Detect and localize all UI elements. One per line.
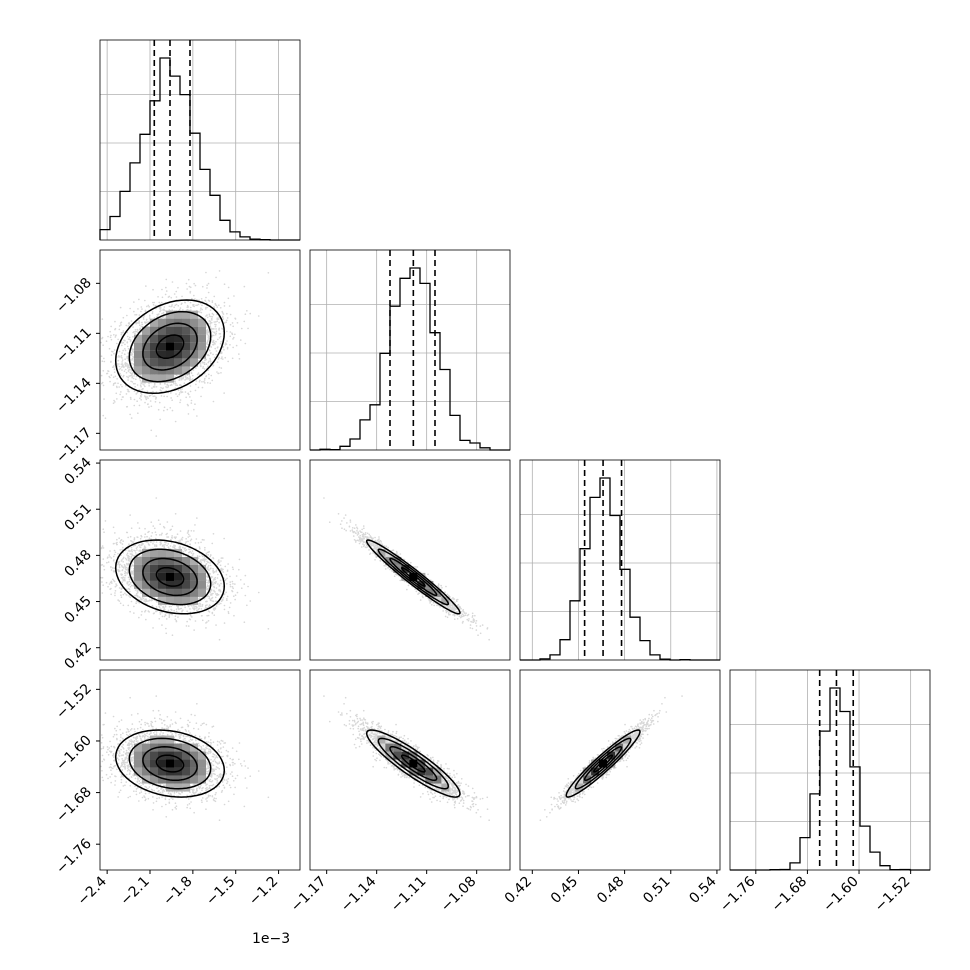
frame-diag-0 [99,39,301,241]
y-tick-label-1-3: −1.08 [53,275,95,317]
y-tick-label-2-0: 0.42 [61,639,94,672]
x-tick-label-1-0: −1.17 [288,874,330,916]
contours-1-0 [114,299,226,395]
x-tick-label-3-3: −1.52 [872,874,914,916]
contours-3-1 [365,729,461,798]
histogram-0 [99,57,300,241]
x-tick-label-0-4: −1.2 [246,874,281,909]
density-2-1 [377,548,450,605]
frame-1-0 [99,249,301,451]
quantiles-3 [818,670,855,870]
frame-3-0 [99,669,301,871]
contour-layer [114,299,641,798]
x-tick-label-0-0: −2.4 [75,873,110,908]
x-tick-label-0-1: −2.1 [117,874,152,909]
x-tick-label-2-3: 0.51 [640,874,673,907]
panel-frames-layer [99,39,931,871]
x-tick-label-3-0: −1.76 [717,873,759,915]
x-tick-label-0-2: −1.8 [160,874,195,909]
y-tick-label-3-1: −1.68 [53,784,95,826]
quantile-lines-layer [153,40,855,870]
histogram-1 [310,267,510,451]
axis-offset-label: 1e−3 [252,931,290,947]
contours-3-2 [565,729,641,798]
density-3-2 [575,735,632,792]
histogram-3 [730,687,930,871]
frame-3-2 [519,669,721,871]
frame-3-1 [309,669,511,871]
density-1-0 [134,310,206,383]
grid-layer [100,40,930,870]
histogram-2 [520,477,720,661]
contours-2-1 [365,539,461,615]
x-tick-label-2-0: 0.42 [502,874,535,907]
x-tick-label-0-3: −1.5 [203,874,238,909]
frame-2-0 [99,459,301,661]
y-tick-label-1-2: −1.11 [53,325,95,367]
frame-2-1 [309,459,511,661]
y-tick-label-2-3: 0.51 [61,501,94,534]
y-tick-label-1-1: −1.14 [53,375,95,417]
ticks-layer [96,282,912,874]
x-tick-label-1-2: −1.11 [388,874,430,916]
quantiles-2 [583,460,623,660]
frame-diag-3 [729,669,931,871]
density-3-0 [134,735,206,792]
x-tick-label-2-4: 0.54 [686,873,719,906]
quantiles-1 [389,250,436,450]
y-tick-label-3-0: −1.76 [53,836,95,878]
x-tick-label-3-1: −1.68 [769,874,811,916]
x-tick-label-1-1: −1.14 [338,873,380,915]
y-tick-label-2-1: 0.45 [61,593,94,626]
contours-3-0 [114,729,226,798]
y-tick-label-2-2: 0.48 [61,547,94,580]
x-tick-label-3-2: −1.60 [820,874,862,916]
histogram-layer [99,57,930,871]
contours-2-0 [114,539,226,615]
y-tick-label-3-3: −1.52 [53,681,95,723]
density-2-0 [134,548,206,605]
x-tick-label-2-2: 0.48 [594,874,627,907]
frame-diag-1 [309,249,511,451]
x-tick-label-2-1: 0.45 [548,874,581,907]
x-tick-label-1-3: −1.08 [438,874,480,916]
frame-diag-2 [519,459,721,661]
y-tick-label-3-2: −1.60 [53,732,95,774]
hist-grid-1 [310,250,510,450]
quantiles-0 [153,40,191,240]
